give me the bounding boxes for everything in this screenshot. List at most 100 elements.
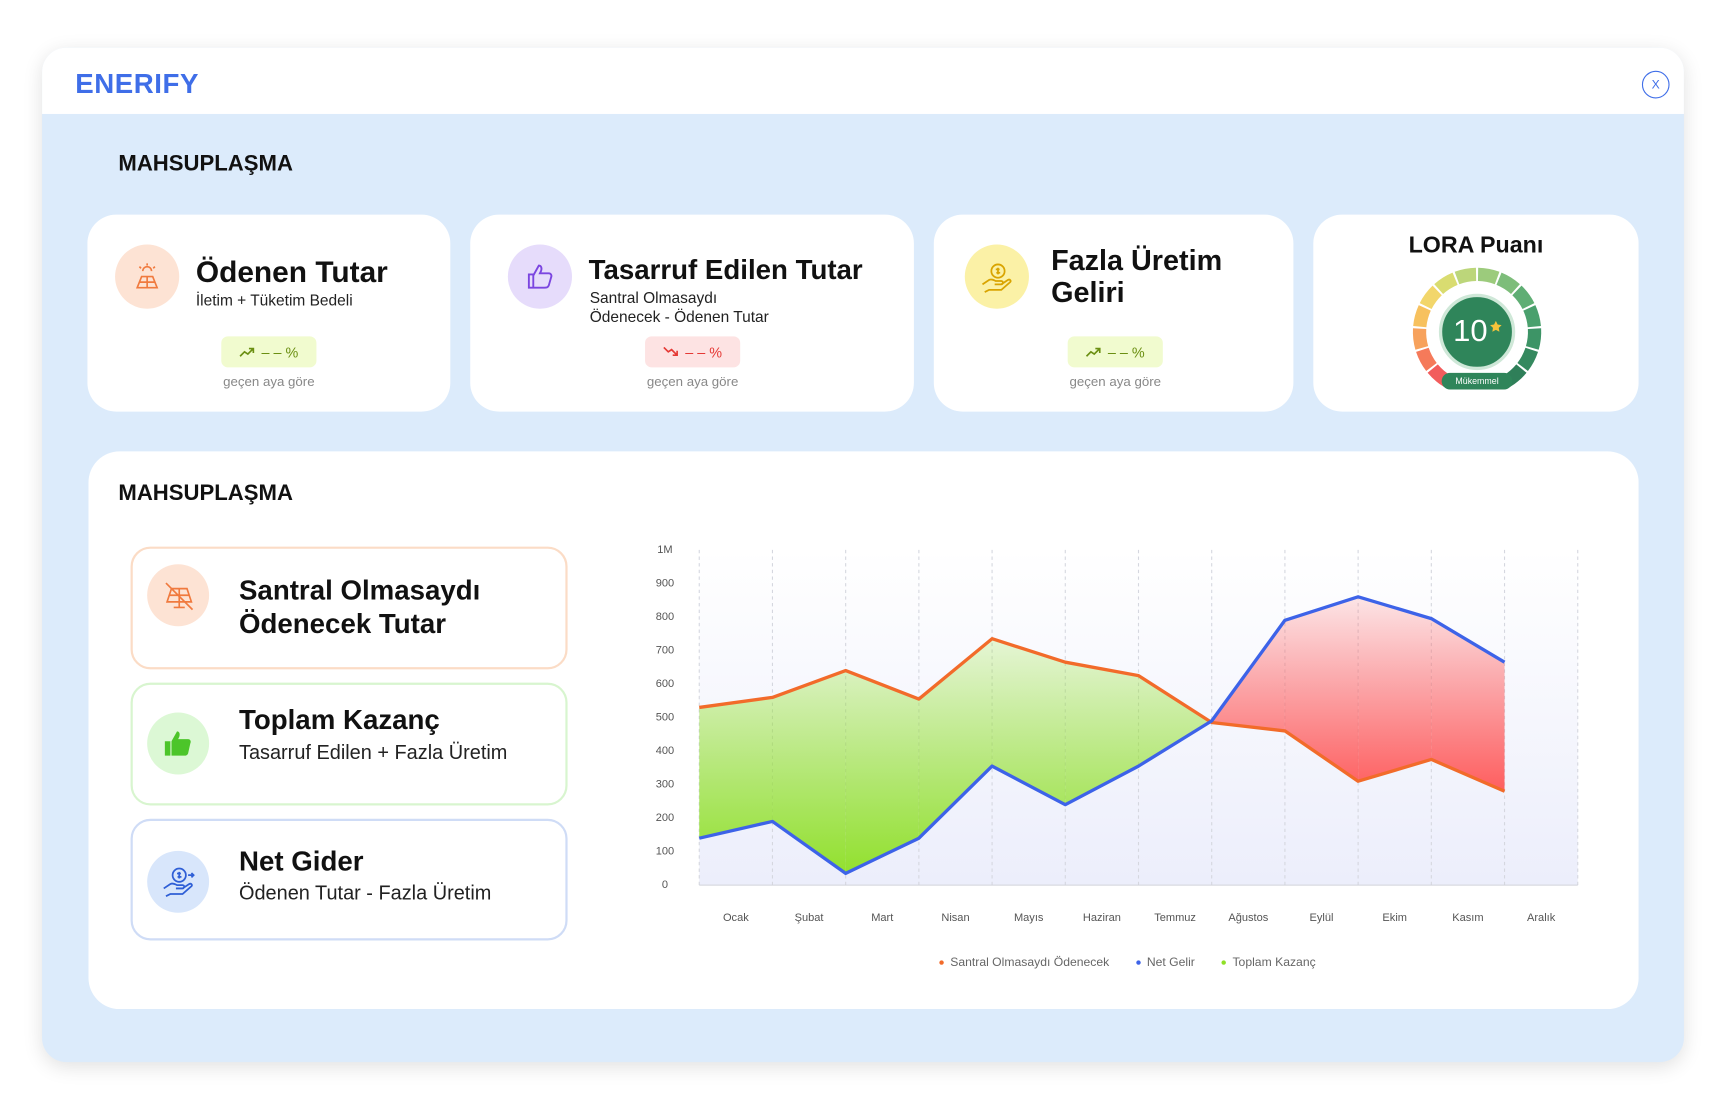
- x-tick-label: Şubat: [795, 912, 824, 924]
- y-tick-label: 100: [656, 846, 674, 858]
- item-subtitle: Ödenen Tutar - Fazla Üretim: [238, 881, 492, 904]
- trend-icon: [239, 344, 255, 361]
- score-value: 10: [1453, 313, 1487, 348]
- legend: Santral Olmasaydı Ödenecek Net Gelir Topla…: [620, 956, 1636, 969]
- item-icon: [147, 850, 210, 913]
- x-tick-label: Nisan: [941, 912, 969, 924]
- chart: 0 100 200 300 400 500 600 700 800 900 1M Ocak Şubat M…: [656, 544, 1579, 924]
- card-subtitle: İletim + Tüketim Bedeli: [195, 290, 353, 309]
- solar-icon: [135, 263, 159, 289]
- x-tick-label: Ekim: [1382, 912, 1407, 924]
- trend-arrow: [239, 347, 255, 357]
- card-icon: [507, 244, 573, 309]
- change-note: geçen aya göre: [1069, 373, 1162, 390]
- legend-entry: Santral Olmasaydı Ödenecek: [939, 956, 1109, 969]
- card-icon: [115, 244, 180, 309]
- x-tick-label: Mayıs: [1014, 912, 1044, 924]
- gauge-segment: [1419, 285, 1442, 310]
- gauge-segment: [1517, 347, 1539, 372]
- x-tick-label: Haziran: [1083, 912, 1121, 924]
- gauge-segment: [1413, 305, 1431, 328]
- gauge-segment: [1416, 347, 1437, 372]
- no-solar-icon: [165, 582, 194, 611]
- card-title: Fazla Üretim: [1051, 243, 1223, 277]
- x-tick-label: Ağustos: [1228, 912, 1268, 924]
- thumb-icon: [527, 264, 553, 289]
- series-line: [699, 637, 1506, 793]
- y-tick-label: 600: [656, 678, 674, 690]
- item-title: Santral Olmasaydı: [238, 575, 481, 607]
- gain-area: [1138, 675, 1211, 767]
- change-text: – – %: [1107, 343, 1145, 361]
- y-tick-label: 200: [656, 812, 674, 824]
- series-line: [698, 595, 1506, 876]
- money-hand-icon: [163, 867, 195, 897]
- thumb-icon: [164, 731, 191, 756]
- card-title: Geliri: [1051, 275, 1125, 309]
- gauge-segment: [1477, 267, 1500, 285]
- gain-area: [992, 638, 1066, 805]
- change-note: geçen aya göre: [646, 373, 739, 390]
- item-title: Toplam Kazanç: [238, 704, 440, 736]
- y-tick-label: 900: [656, 577, 674, 589]
- trend-arrow: [1086, 347, 1102, 357]
- item-subtitle: Tasarruf Edilen + Fazla Üretim: [238, 741, 508, 764]
- section-title: MAHSUPLAŞMA: [118, 481, 293, 506]
- trend-icon: [663, 344, 679, 361]
- trend-arrow: [663, 346, 679, 356]
- legend-label: Net Gelir: [1146, 955, 1195, 970]
- x-tick-label: Mart: [871, 912, 893, 924]
- item-icon: [147, 712, 210, 775]
- y-tick-label: 1M: [657, 544, 672, 556]
- y-tick-label: 400: [656, 745, 674, 757]
- y-tick-label: 800: [656, 611, 674, 623]
- rating-label: Mükemmel: [1455, 376, 1498, 386]
- star-icon: [1490, 320, 1502, 332]
- gauge-segment: [1525, 328, 1542, 350]
- y-tick-label: 0: [662, 879, 668, 891]
- y-tick-label: 300: [656, 778, 674, 790]
- change-text: – – %: [261, 343, 299, 361]
- legend-swatch: [1135, 960, 1141, 965]
- gain-area: [918, 638, 993, 839]
- logo: ENERIFY: [75, 68, 199, 100]
- score-title: LORA Puanı: [1408, 232, 1544, 258]
- card-title: Tasarruf Edilen Tutar: [588, 254, 863, 286]
- coin-hand-icon: [982, 263, 1012, 293]
- card-subtitle: Ödenecek - Ödenen Tutar: [589, 307, 769, 326]
- gain-area: [772, 670, 846, 874]
- score-core: [1438, 293, 1516, 371]
- gain-area: [1065, 662, 1139, 805]
- legend-label: Toplam Kazanç: [1232, 955, 1316, 970]
- loss-area: [1431, 618, 1505, 792]
- legend-entry: Toplam Kazanç: [1221, 955, 1316, 970]
- x-tick-label: Temmuz: [1154, 912, 1196, 924]
- change-badge: – – %: [645, 336, 741, 368]
- item-icon: [147, 564, 210, 627]
- card-subtitle: Santral Olmasaydı: [589, 288, 718, 307]
- change-note: geçen aya göre: [223, 373, 315, 390]
- item-title: Ödenecek Tutar: [238, 608, 447, 640]
- y-tick-label: 700: [656, 644, 674, 656]
- legend-label: Santral Olmasaydı Ödenecek: [950, 955, 1110, 970]
- change-badge: – – %: [1067, 336, 1163, 368]
- legend-entry: Net Gelir: [1135, 955, 1195, 970]
- x-tick-label: Ocak: [723, 912, 749, 924]
- gauge-segment: [1412, 328, 1429, 350]
- card-icon: [964, 244, 1029, 309]
- gain-area: [699, 697, 773, 839]
- score-gauge: 10 Mükemmel: [1412, 267, 1542, 390]
- loss-area: [1284, 596, 1359, 782]
- close-button[interactable]: X: [1641, 70, 1670, 99]
- section-title: MAHSUPLAŞMA: [118, 151, 293, 176]
- gauge-segment: [1512, 285, 1535, 310]
- x-tick-label: Eylül: [1310, 912, 1334, 924]
- gauge-segment: [1523, 305, 1541, 328]
- legend-swatch: [1221, 960, 1226, 965]
- item-title: Net Gider: [238, 846, 364, 878]
- card-title: Ödenen Tutar: [195, 255, 388, 289]
- gauge-segment: [1454, 267, 1477, 285]
- change-text: – – %: [685, 343, 723, 361]
- x-tick-label: Aralık: [1527, 912, 1556, 924]
